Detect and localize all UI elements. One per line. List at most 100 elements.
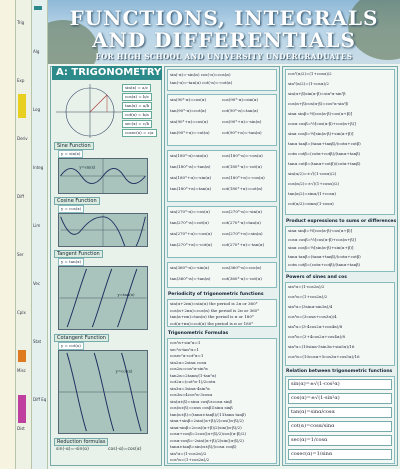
formula-line: cos(360°-α)=cos(α): [222, 265, 262, 270]
circle-definition-box: cosec(x) = c/a: [122, 129, 157, 137]
formula-line: tan(-α)=-tan(α) cot(-α)=-cot(α): [170, 80, 233, 85]
tab-label: Cplx: [17, 310, 26, 315]
tab-strip: Trig Alg Exp Log Deriv Integ Diff Lim Ser Vec Cplx…: [0, 0, 48, 469]
formula-line: sin(180°-α)=sin(α): [170, 153, 208, 158]
formula-line: cot(270°+α)=-tan(α): [222, 242, 265, 247]
powers-block: [285, 282, 395, 366]
tab-marker-orange: [18, 350, 26, 362]
formula-line: sin²α=(1-cos2α)/2: [288, 284, 325, 289]
formula-line: cos(α/2)=±√((1+cosα)/2): [288, 181, 340, 186]
powers-heading: Powers of sines and cos: [286, 275, 347, 280]
formula-line: sec²α-tan²α=1: [170, 346, 200, 352]
relation-formula: tan(α)=sinα/cosα: [291, 409, 335, 415]
tab-label: Ser: [17, 252, 24, 257]
formula-line: cos²α=(1+cos2α)/2: [170, 457, 210, 462]
formula-line: sin(-α)=-sin(α) cos(-α)=cos(α): [170, 72, 231, 77]
cosine-graph: [58, 213, 148, 247]
formula-line: sin(α+2πn)=sin(α) the period is 2π or 36…: [170, 301, 258, 306]
tab-label: Integ: [33, 165, 44, 170]
circle-definition-box: cot(x) = b/a: [122, 111, 152, 119]
header-banner: FUNCTIONS, INTEGRALS AND DIFFERENTIALS F…: [48, 0, 400, 64]
reduction-formula: cos(-α)=cos(α): [108, 447, 142, 452]
tab-label: Misc: [17, 368, 26, 373]
tab-column-3: [32, 0, 48, 469]
tab-marker-magenta: [18, 395, 26, 423]
formula-line: sin(360°-α)=-sin(α): [170, 265, 210, 270]
formula-line: cos⁴α=(3+4cos2α+cos4α)/8: [288, 334, 346, 339]
tangent-function-heading: Tangent Function: [54, 250, 103, 258]
formula-line: sin(270°+α)=-cos(α): [170, 231, 212, 236]
sine-function-heading: Sine Function: [54, 142, 94, 150]
formula-line: cot(α+πn)=cot(α) the period is π or 180°: [170, 320, 254, 326]
formula-line: sin³α=(3sinα-sin3α)/4: [288, 304, 333, 309]
reduction-formula: sin(-α)=-sin(α): [56, 447, 89, 452]
formula-line: cot(90°+α)=-tan(α): [222, 130, 262, 135]
formula-line: cos3α=4cos³α-3cosα: [170, 392, 213, 397]
formula-line: cos(180°+α)=-cos(α): [222, 175, 265, 180]
trig-formulas-block: [167, 338, 277, 464]
relation-highlight: [288, 421, 392, 432]
circle-definition-box: tan(x) = a/b: [122, 102, 153, 110]
sine-graph: y=sin(x): [58, 158, 148, 194]
formula-line: tan(270°+α)=-cot(α): [170, 242, 213, 247]
formula-line: cot(360°-α)=-cot(α): [222, 276, 262, 281]
circle-definition-box: sec(x) = c/b: [122, 120, 153, 128]
formula-line: cos(270°-α)=-sin(α): [222, 209, 262, 214]
formula-line: cosα+cosβ=2cos((α+β)/2)cos((α-β)/2): [170, 431, 247, 436]
formula-line: sin2α=2sinα cosα: [170, 359, 207, 365]
formula-line: tan(α+πn)=tan(α) the period is π or 180°: [170, 314, 254, 319]
formula-line: cotα cotβ=(cotα+cotβ)/(tanα+tanβ): [288, 262, 361, 267]
formula-line: sinα cosβ=½[sin(α-β)+sin(α+β)]: [288, 245, 354, 250]
formula-line: tan(360°-α)=-tan(α): [170, 276, 211, 281]
relation-formula: cos(α)=±√(1-sin²α): [291, 395, 340, 401]
formula-line: cos³α=(3cosα+cos3α)/4: [288, 314, 337, 319]
page-title-line2: AND DIFFERENTIALS: [92, 28, 356, 52]
relation-highlight: [288, 435, 392, 446]
formula-line: cos(270°+α)=sin(α): [222, 231, 263, 236]
formula-line: cos2α=cos²α-sin²α: [170, 366, 208, 371]
formula-line: sinα sinβ=½[cos(α-β)-cos(α+β)]: [288, 228, 353, 233]
formula-line: cot(180°+α)=cot(α): [222, 186, 263, 191]
tangent-graph: y=tan(x): [58, 266, 148, 330]
formula-line: tanα±tanβ=sin(α±β)/(cosα cosβ): [170, 444, 237, 449]
circle-definition-box: cos(x) = b/c: [122, 93, 153, 101]
relation-highlight: [288, 449, 392, 460]
formula-line: cotα cotβ=(cotα+cotβ)/(tanα+tanβ): [288, 151, 361, 156]
formula-line: sin(270°-α)=-cos(α): [170, 209, 210, 214]
formula-line: tan(180°-α)=-tan(α): [170, 164, 211, 169]
formula-line: cos(90°+α)=-sin(α): [222, 119, 262, 124]
formula-line: cot(90°-α)=tan(α): [222, 108, 259, 113]
tab-label: Diff: [17, 194, 24, 199]
formula-line: cosec²α-cot²α=1: [170, 353, 204, 358]
cotangent-graph: y=cot(x): [58, 350, 148, 434]
tab-label: Exp: [17, 78, 25, 83]
tab-label: Lim: [33, 223, 41, 228]
tab-label: Diff Eq: [33, 397, 47, 402]
formula-line: tan(270°-α)=cot(α): [170, 220, 209, 225]
formula-line: tan(90°-α)=cot(α): [170, 108, 207, 113]
formula-line: tan(α/2)=sinα/(1+cosα): [288, 191, 337, 196]
formula-line: sin(180°+α)=-sin(α): [170, 175, 212, 180]
product-heading: Product expressions to sums or differenc…: [286, 219, 397, 224]
formula-block: [167, 206, 277, 258]
formula-line: tanα tanβ=(tanα+tanβ)/(cotα+cotβ): [288, 141, 361, 146]
formula-line: sin(α+β)sin(α-β)=sin²α-sin²β: [288, 91, 346, 96]
formula-block: [285, 69, 395, 215]
formula-line: sinα sinβ=½[cos(α-β)-cos(α+β)]: [288, 111, 353, 116]
formula-block: [167, 150, 277, 202]
formula-line: cos(α+β)cos(α-β)=cos²α-sin²β: [288, 101, 348, 106]
tangent-formula: y = tan(x): [58, 258, 85, 266]
formula-block: [167, 262, 277, 288]
cosine-formula: y = cos(x): [58, 205, 85, 213]
tangent-graph-label: y=tan(x): [117, 292, 135, 297]
cosine-function-heading: Cosine Function: [54, 197, 100, 205]
formula-line: sinα+sinβ=2sin((α+β)/2)cos((α-β)/2): [170, 418, 244, 423]
formula-line: sin²(α/2)=(1-cosα)/2: [288, 81, 329, 86]
tab-column-1: [0, 0, 16, 469]
periodicity-block: [167, 299, 277, 327]
formula-line: cosα-cosβ=-2sin((α+β)/2)sin((α-β)/2): [170, 437, 244, 443]
formula-line: sin(α/2)=±√((1-cosα)/2): [288, 171, 337, 176]
formula-line: cos⁵α=(10cosα+5cos3α+cos5α)/16: [288, 354, 360, 359]
relation-formula: sec(α)=1/cosα: [291, 437, 328, 443]
